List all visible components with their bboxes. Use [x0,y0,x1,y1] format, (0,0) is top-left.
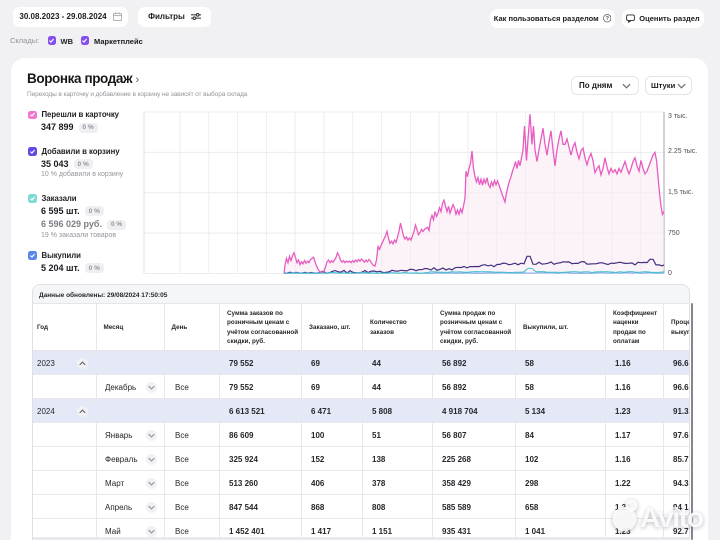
svg-text:?: ? [605,16,609,22]
svg-text:Avito: Avito [640,502,704,533]
